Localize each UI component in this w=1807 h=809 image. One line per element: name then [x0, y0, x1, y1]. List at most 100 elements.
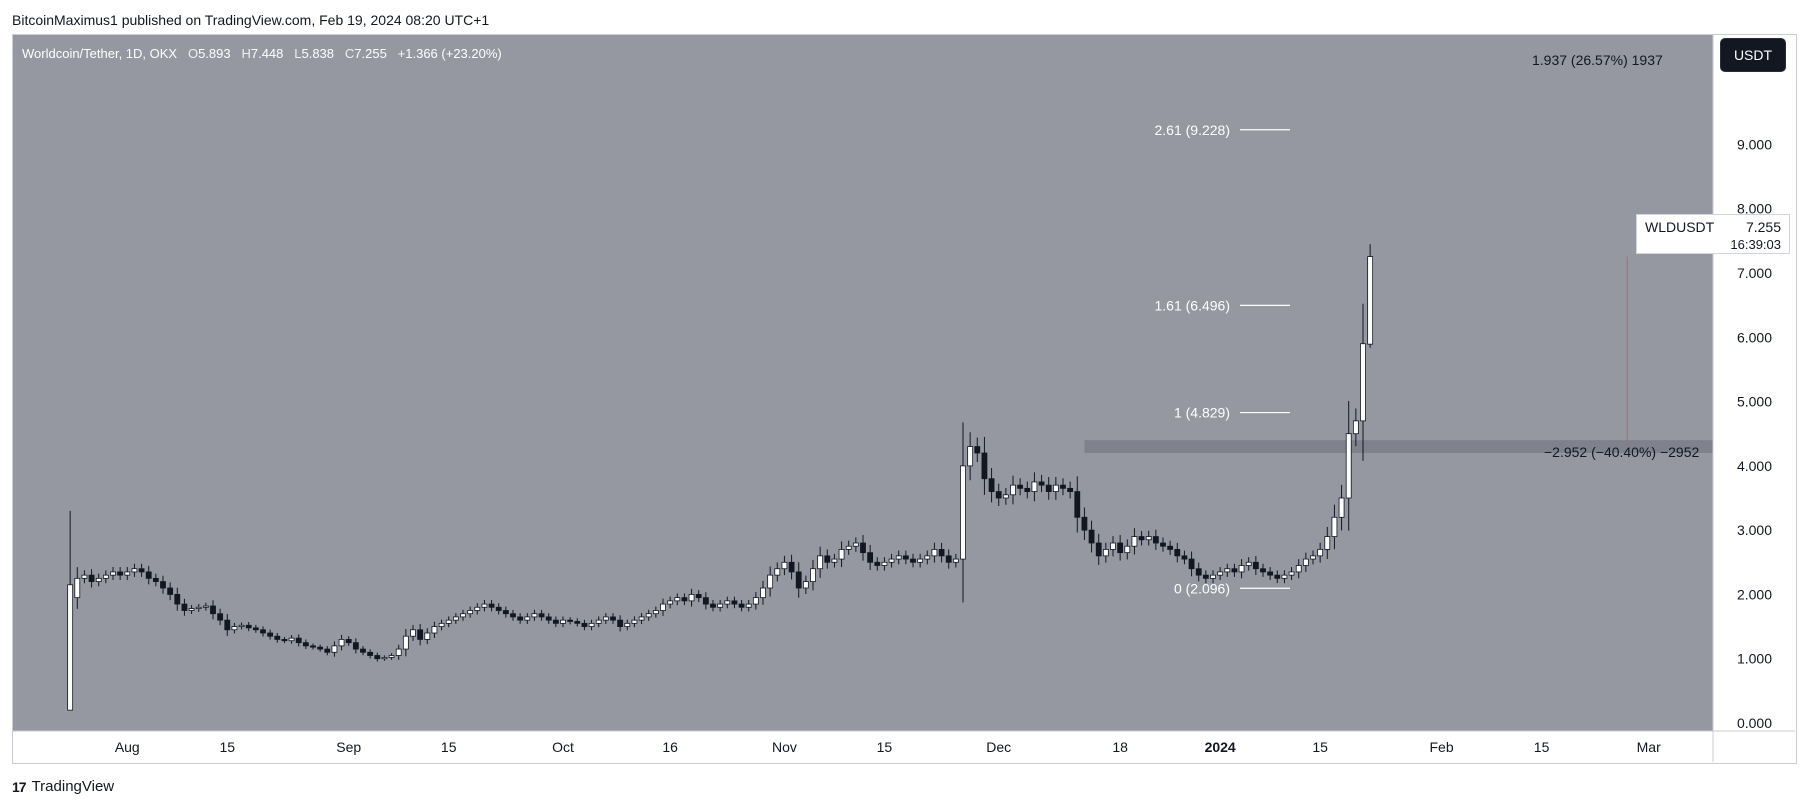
candle[interactable]	[667, 596, 674, 609]
candle[interactable]	[631, 616, 638, 628]
candle[interactable]	[317, 644, 324, 652]
candle[interactable]	[724, 596, 731, 609]
candle[interactable]	[1288, 567, 1295, 581]
candle[interactable]	[674, 593, 681, 606]
candle[interactable]	[545, 613, 552, 624]
candle[interactable]	[1367, 244, 1374, 348]
candle[interactable]	[310, 643, 316, 650]
candle[interactable]	[731, 596, 738, 609]
candle[interactable]	[974, 437, 981, 463]
candle[interactable]	[710, 600, 716, 612]
candle[interactable]	[274, 632, 281, 643]
candle[interactable]	[945, 549, 952, 569]
candle[interactable]	[760, 580, 766, 605]
candle[interactable]	[552, 616, 559, 628]
candle[interactable]	[238, 622, 245, 630]
candle[interactable]	[324, 646, 331, 656]
candle[interactable]	[810, 559, 816, 591]
candle[interactable]	[1224, 563, 1231, 577]
candle[interactable]	[638, 613, 645, 624]
candle[interactable]	[1060, 478, 1066, 496]
candle[interactable]	[567, 617, 574, 625]
candle[interactable]	[102, 570, 109, 584]
candle[interactable]	[110, 567, 116, 581]
candle[interactable]	[781, 555, 788, 576]
candle[interactable]	[367, 649, 374, 659]
candle[interactable]	[124, 567, 131, 581]
candle[interactable]	[688, 588, 695, 607]
candle[interactable]	[395, 644, 402, 660]
candle[interactable]	[431, 621, 438, 638]
candle[interactable]	[424, 628, 431, 645]
candle[interactable]	[510, 609, 516, 621]
candle[interactable]	[1152, 529, 1159, 550]
candle[interactable]	[74, 567, 81, 609]
candle[interactable]	[474, 603, 481, 615]
candle[interactable]	[417, 623, 424, 646]
candle[interactable]	[1295, 559, 1302, 579]
candle[interactable]	[381, 655, 388, 661]
candle[interactable]	[81, 570, 88, 584]
candle[interactable]	[138, 563, 145, 577]
candle[interactable]	[481, 599, 488, 612]
candle[interactable]	[995, 483, 1002, 506]
candle[interactable]	[824, 549, 831, 569]
price-axis[interactable]: 9.000 8.000 7.000 6.000 5.000 4.000 3.000 2.000…	[1737, 136, 1772, 731]
candle[interactable]	[910, 553, 916, 568]
candle[interactable]	[438, 619, 445, 631]
candle[interactable]	[1045, 477, 1052, 500]
candle[interactable]	[595, 616, 602, 628]
candle[interactable]	[795, 562, 802, 598]
candle[interactable]	[867, 544, 874, 570]
candle[interactable]	[574, 618, 581, 627]
candle[interactable]	[117, 567, 124, 580]
candle[interactable]	[1017, 478, 1024, 496]
candle[interactable]	[1324, 526, 1331, 560]
candle[interactable]	[881, 557, 888, 571]
candle[interactable]	[388, 653, 395, 660]
candle[interactable]	[531, 609, 538, 621]
candle[interactable]	[202, 602, 209, 611]
candle[interactable]	[452, 613, 459, 624]
candle[interactable]	[1202, 570, 1209, 584]
candle[interactable]	[695, 590, 702, 602]
candle[interactable]	[738, 600, 745, 612]
candle[interactable]	[1095, 533, 1102, 566]
candle[interactable]	[145, 565, 152, 585]
candle[interactable]	[1088, 520, 1095, 553]
candle[interactable]	[1160, 537, 1166, 552]
candle[interactable]	[152, 573, 159, 587]
candle[interactable]	[352, 638, 359, 654]
candle[interactable]	[1024, 481, 1031, 499]
candle[interactable]	[817, 546, 824, 578]
candle[interactable]	[67, 510, 74, 711]
candle[interactable]	[295, 634, 302, 647]
candle[interactable]	[517, 613, 524, 624]
candle[interactable]	[338, 634, 345, 651]
candle[interactable]	[681, 593, 688, 606]
candle[interactable]	[931, 542, 938, 563]
candle[interactable]	[252, 624, 259, 633]
candle[interactable]	[1038, 474, 1045, 493]
candle[interactable]	[938, 542, 945, 563]
candle[interactable]	[188, 605, 195, 615]
candle[interactable]	[245, 621, 252, 632]
candle[interactable]	[1302, 552, 1309, 573]
candle[interactable]	[1210, 570, 1216, 584]
candle[interactable]	[1245, 557, 1252, 571]
candle[interactable]	[602, 613, 609, 624]
candle[interactable]	[210, 600, 216, 620]
candle[interactable]	[702, 592, 709, 610]
candle[interactable]	[217, 608, 224, 626]
time-axis[interactable]: Aug 15 Sep 15 Oct 16 Nov 15 Dec 18 2024 15 Feb 15 Mar	[115, 739, 1661, 755]
candle[interactable]	[1310, 550, 1316, 565]
candle[interactable]	[231, 622, 238, 634]
candle[interactable]	[1317, 542, 1324, 563]
candle[interactable]	[617, 615, 624, 632]
candle[interactable]	[981, 436, 988, 495]
candle[interactable]	[767, 566, 774, 597]
candle[interactable]	[838, 541, 845, 568]
candle[interactable]	[95, 573, 102, 587]
candle[interactable]	[538, 609, 545, 621]
